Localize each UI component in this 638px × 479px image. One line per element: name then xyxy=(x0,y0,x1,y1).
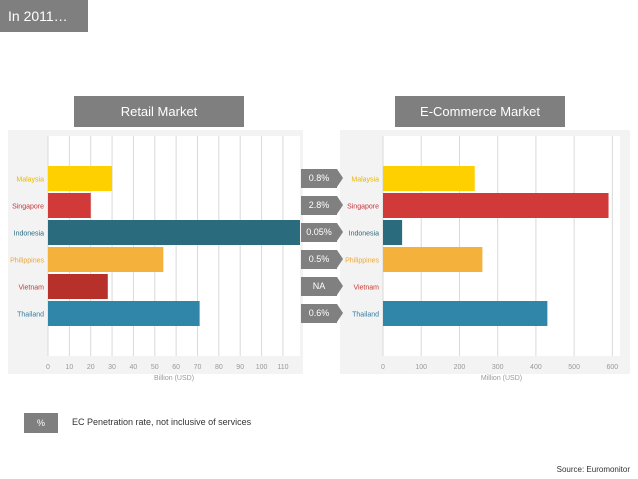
category-label-singapore: Singapore xyxy=(12,204,44,211)
legend-text: EC Penetration rate, not inclusive of se… xyxy=(72,417,252,427)
bar-thailand xyxy=(383,301,548,326)
category-label-vietnam: Vietnam xyxy=(18,285,44,292)
x-tick-label: 400 xyxy=(530,364,542,371)
penetration-rate-badge: 0.6% xyxy=(301,304,337,323)
category-label-singapore: Singapore xyxy=(347,204,379,211)
bar-indonesia xyxy=(383,220,403,245)
x-tick-label: 300 xyxy=(492,364,504,371)
arrow-right-icon xyxy=(337,196,343,214)
category-label-malaysia: Malaysia xyxy=(16,177,44,184)
slide-title: In 2011… xyxy=(0,0,88,32)
x-tick-label: 30 xyxy=(108,364,116,371)
x-axis-label: Billion (USD) xyxy=(154,375,194,382)
x-tick-label: 0 xyxy=(381,364,385,371)
x-tick-label: 600 xyxy=(607,364,619,371)
bar-philippines xyxy=(383,247,483,272)
source-note: Source: Euromonitor xyxy=(556,465,630,474)
x-tick-label: 40 xyxy=(130,364,138,371)
ecommerce-market-header: E-Commerce Market xyxy=(395,96,565,127)
bar-singapore xyxy=(48,193,91,218)
ecommerce-market-chart: 0 100 200 300 400 500 600 Million (USD) Malaysia… xyxy=(340,130,630,382)
x-tick-label: 10 xyxy=(65,364,73,371)
penetration-rate-badge: NA xyxy=(301,277,337,296)
x-tick-label: 80 xyxy=(215,364,223,371)
arrow-right-icon xyxy=(337,250,343,268)
category-label-thailand: Thailand xyxy=(352,312,379,319)
bar-philippines xyxy=(48,247,164,272)
retail-market-chart: 0 10 20 30 40 50 60 70 80 90 100 110 Billion (USD) Ma… xyxy=(8,130,303,382)
x-tick-label: 110 xyxy=(277,364,288,371)
bar-malaysia xyxy=(48,166,113,191)
bar-singapore xyxy=(383,193,609,218)
penetration-rate-badge: 2.8% xyxy=(301,196,337,215)
x-tick-label: 200 xyxy=(454,364,466,371)
penetration-rate-badge: 0.8% xyxy=(301,169,337,188)
arrow-right-icon xyxy=(337,223,343,241)
x-tick-label: 0 xyxy=(46,364,50,371)
x-tick-label: 90 xyxy=(236,364,244,371)
category-label-indonesia: Indonesia xyxy=(14,231,44,238)
category-label-thailand: Thailand xyxy=(17,312,44,319)
penetration-rate-badge: 0.05% xyxy=(301,223,337,242)
bar-vietnam xyxy=(48,274,108,299)
category-label-malaysia: Malaysia xyxy=(351,177,379,184)
x-tick-label: 100 xyxy=(415,364,427,371)
x-tick-label: 20 xyxy=(87,364,95,371)
arrow-right-icon xyxy=(337,169,343,187)
bar-malaysia xyxy=(383,166,475,191)
category-label-philippines: Philippines xyxy=(10,258,44,265)
retail-market-header: Retail Market xyxy=(74,96,244,127)
legend-percent-box: % xyxy=(24,413,58,433)
category-label-vietnam: Vietnam xyxy=(353,285,379,292)
bar-indonesia xyxy=(48,220,300,245)
x-tick-label: 100 xyxy=(256,364,268,371)
x-axis-label: Million (USD) xyxy=(481,375,522,382)
x-tick-label: 500 xyxy=(568,364,580,371)
category-label-philippines: Philippines xyxy=(345,258,379,265)
x-tick-label: 60 xyxy=(172,364,180,371)
arrow-right-icon xyxy=(337,277,343,295)
x-tick-label: 50 xyxy=(151,364,159,371)
arrow-right-icon xyxy=(337,304,343,322)
penetration-rate-badge: 0.5% xyxy=(301,250,337,269)
category-label-indonesia: Indonesia xyxy=(349,231,379,238)
bar-thailand xyxy=(48,301,200,326)
x-tick-label: 70 xyxy=(194,364,202,371)
